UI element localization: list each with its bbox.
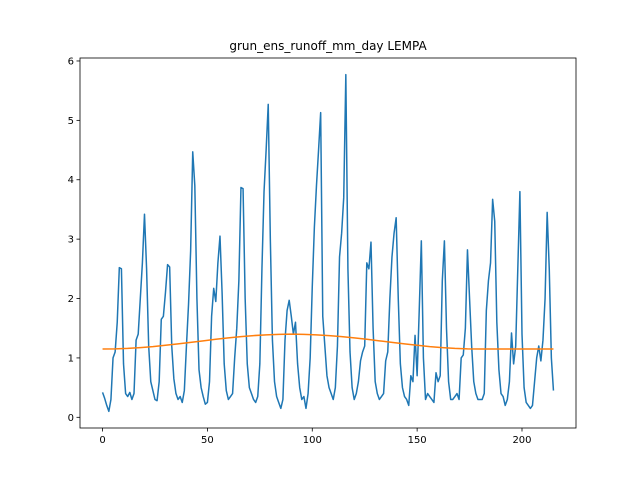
y-tick-label: 6 [68, 56, 74, 67]
x-tick-label: 50 [201, 435, 214, 446]
x-tick-label: 200 [512, 435, 531, 446]
x-tick-label: 0 [99, 435, 105, 446]
y-tick-label: 3 [68, 235, 74, 246]
chart-title: grun_ens_runoff_mm_day LEMPA [229, 39, 427, 53]
x-tick-label: 100 [303, 435, 322, 446]
series-line [101, 73, 555, 413]
plot-frame [79, 57, 577, 429]
series-line [102, 333, 554, 350]
y-tick-label: 5 [68, 116, 74, 127]
y-tick-label: 4 [68, 175, 74, 186]
y-tick-label: 2 [68, 294, 74, 305]
x-tick-label: 150 [408, 435, 427, 446]
y-tick-label: 0 [68, 413, 74, 424]
y-tick-label: 1 [68, 353, 74, 364]
